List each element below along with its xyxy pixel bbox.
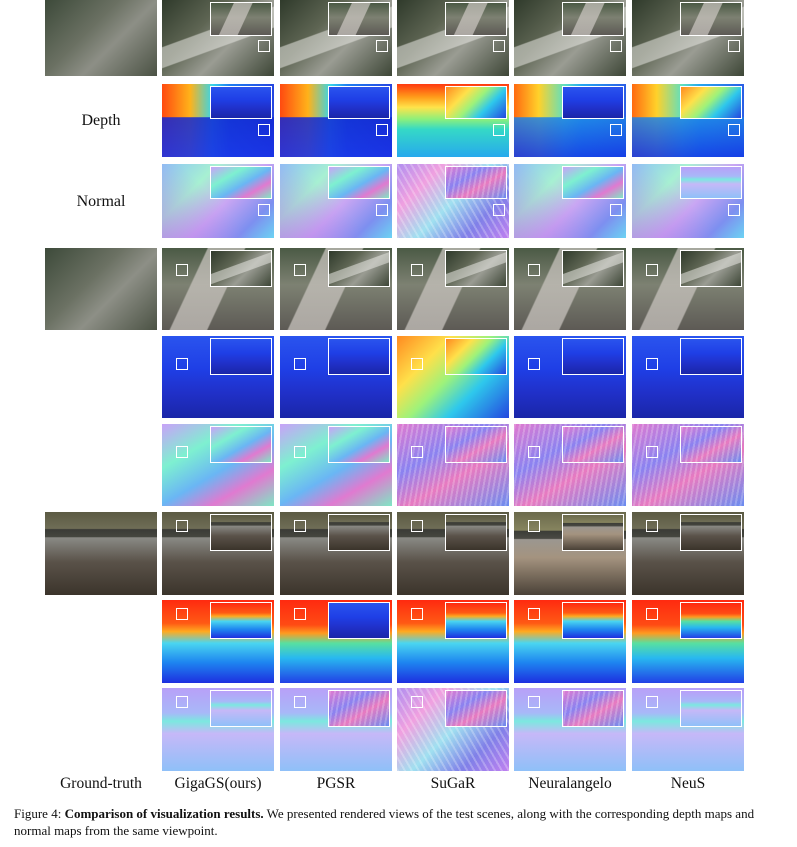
scene2-neuralangelo-rgb [514, 248, 626, 330]
scene3-gigags-depth [162, 600, 274, 683]
scene2-gigags-rgb [162, 248, 274, 330]
scene2-sugar-rgb [397, 248, 509, 330]
scene2-gigags-normal [162, 424, 274, 506]
scene1-neus-rgb [632, 0, 744, 76]
scene3-ground-truth-image [45, 512, 157, 595]
scene3-pgsr-rgb [280, 512, 392, 595]
scene1-gigags-depth [162, 84, 274, 157]
figure-caption: Figure 4: Comparison of visualization re… [14, 805, 789, 839]
scene1-neuralangelo-rgb [514, 0, 626, 76]
scene1-ground-truth-image [45, 0, 157, 76]
scene3-neus-rgb [632, 512, 744, 595]
scene1-neuralangelo-depth [514, 84, 626, 157]
scene2-neuralangelo-normal [514, 424, 626, 506]
scene1-gigags-rgb [162, 0, 274, 76]
scene3-sugar-rgb [397, 512, 509, 595]
column-label-ground-truth: Ground-truth [60, 775, 142, 792]
scene2-sugar-normal [397, 424, 509, 506]
scene3-neuralangelo-depth [514, 600, 626, 683]
scene2-ground-truth-image [45, 248, 157, 330]
scene2-pgsr-depth [280, 336, 392, 418]
scene2-pgsr-rgb [280, 248, 392, 330]
column-label-pgsr: PGSR [316, 775, 356, 792]
column-label-neus: NeuS [670, 775, 706, 792]
scene1-neuralangelo-normal [514, 164, 626, 238]
row-label-normal: Normal [76, 193, 126, 210]
scene1-pgsr-rgb [280, 0, 392, 76]
scene3-sugar-depth [397, 600, 509, 683]
caption-title: Comparison of visualization results. [64, 806, 264, 821]
scene2-gigags-depth [162, 336, 274, 418]
scene2-neus-normal [632, 424, 744, 506]
scene1-neus-depth [632, 84, 744, 157]
scene3-sugar-normal [397, 688, 509, 771]
scene2-neuralangelo-depth [514, 336, 626, 418]
scene2-neus-rgb [632, 248, 744, 330]
column-label-neuralangelo: Neuralangelo [528, 775, 612, 792]
scene1-sugar-depth [397, 84, 509, 157]
scene2-neus-depth [632, 336, 744, 418]
scene1-pgsr-normal [280, 164, 392, 238]
scene1-sugar-normal [397, 164, 509, 238]
scene3-neus-normal [632, 688, 744, 771]
column-label-sugar: SuGaR [430, 775, 476, 792]
column-label-gigags: GigaGS(ours) [174, 775, 262, 792]
scene3-gigags-normal [162, 688, 274, 771]
scene3-neuralangelo-rgb [514, 512, 626, 595]
caption-prefix: Figure 4: [14, 806, 65, 821]
caption-body: We presented rendered views of the test … [14, 806, 755, 838]
row-label-depth: Depth [81, 112, 121, 129]
scene1-neus-normal [632, 164, 744, 238]
scene1-pgsr-depth [280, 84, 392, 157]
scene3-gigags-rgb [162, 512, 274, 595]
scene1-gigags-normal [162, 164, 274, 238]
scene2-pgsr-normal [280, 424, 392, 506]
scene2-sugar-depth [397, 336, 509, 418]
scene3-neus-depth [632, 600, 744, 683]
scene3-pgsr-depth [280, 600, 392, 683]
scene3-neuralangelo-normal [514, 688, 626, 771]
scene3-pgsr-normal [280, 688, 392, 771]
scene1-sugar-rgb [397, 0, 509, 76]
